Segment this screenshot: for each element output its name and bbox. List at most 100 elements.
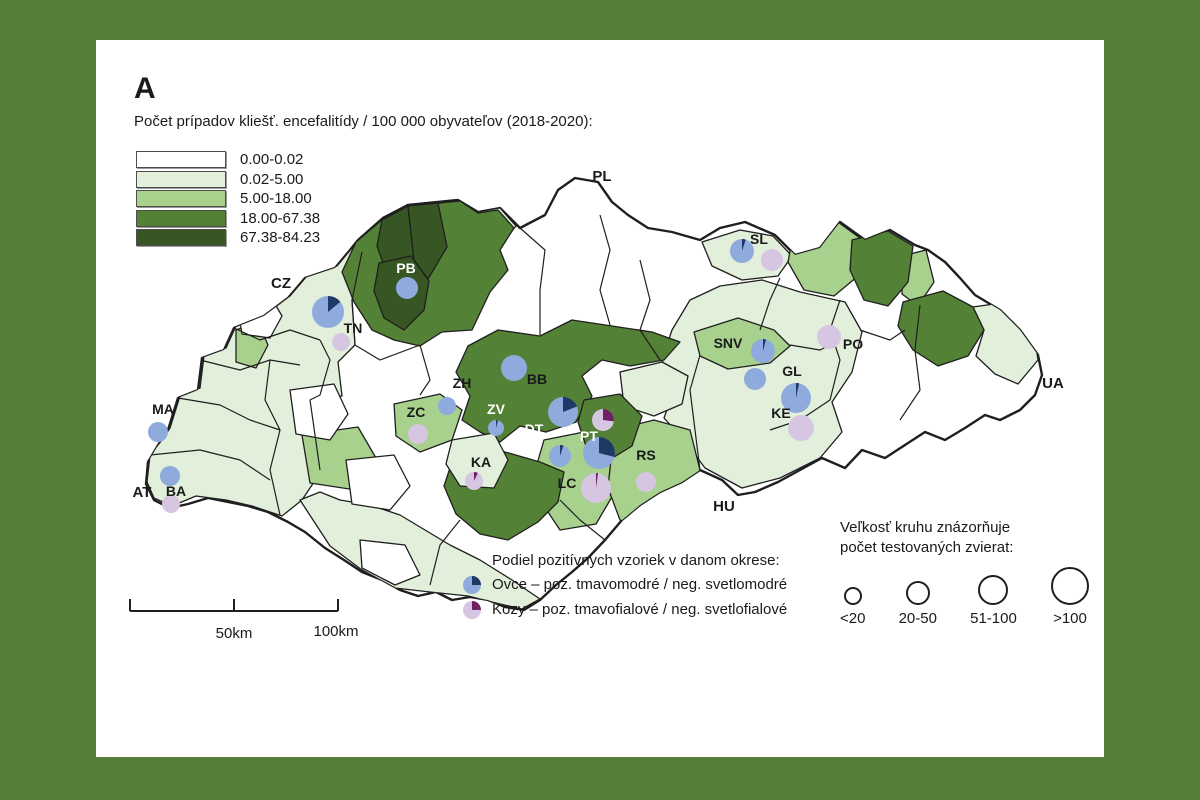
district-label-gl: GL xyxy=(782,363,802,379)
district-label-tn: TN xyxy=(344,320,363,336)
region-darkest-b xyxy=(407,202,448,280)
choropleth-legend-row-0: 0.00-0.02 xyxy=(136,150,320,170)
district-label-ka: KA xyxy=(471,454,491,470)
pie-lc-sheep xyxy=(549,445,571,467)
sheep-pie-glyph xyxy=(463,575,481,594)
region-white-4 xyxy=(359,539,421,586)
region-northeast-dark xyxy=(849,230,914,307)
choropleth-label-4: 67.38-84.23 xyxy=(240,229,321,247)
pie-pb-sheep xyxy=(396,277,418,299)
country-label-pl: PL xyxy=(592,168,611,185)
district-pies xyxy=(148,239,841,513)
choropleth-label-2: 5.00-18.00 xyxy=(240,190,312,208)
size-legend-title-line2: počet testovaných zvierat: xyxy=(840,539,1014,556)
panel-label: A xyxy=(134,72,156,105)
choropleth-legend-row-1: 0.02-5.00 xyxy=(136,170,320,190)
size-circle-2 xyxy=(978,575,1009,605)
district-label-pb: PB xyxy=(396,260,415,276)
pie-zh-sheep xyxy=(438,397,456,415)
size-legend-item-1: 20-50 xyxy=(899,566,937,627)
pie-ma-sheep xyxy=(148,422,168,442)
map-title: Počet prípadov kliešť. encefalitídy / 10… xyxy=(134,113,593,130)
choropleth-swatch-3 xyxy=(136,209,226,227)
district-label-zv: ZV xyxy=(487,401,506,417)
scale-half-label: 50km xyxy=(216,625,253,642)
pie-ka-goat xyxy=(465,472,483,490)
size-circle-0 xyxy=(843,587,862,605)
pie-pt-goat xyxy=(592,409,614,431)
size-label-3: >100 xyxy=(1053,610,1087,627)
choropleth-swatch-0 xyxy=(136,151,226,169)
size-legend-item-3: >100 xyxy=(1050,566,1090,627)
pie-lc-goat xyxy=(581,473,611,503)
country-label-at: AT xyxy=(133,484,152,501)
pie-po-goat xyxy=(817,325,841,349)
district-label-pt: PT xyxy=(580,428,598,444)
pie-sl-sheep xyxy=(730,239,754,263)
country-label-hu: HU xyxy=(713,498,735,515)
pie-ba-goat xyxy=(162,495,180,513)
pie-ke-sheep xyxy=(781,383,811,413)
district-label-snv: SNV xyxy=(714,335,743,351)
choropleth-label-0: 0.00-0.02 xyxy=(240,151,304,169)
pie-rs-goat xyxy=(636,472,656,492)
choropleth-swatch-1 xyxy=(136,170,226,188)
country-label-cz: CZ xyxy=(271,275,291,292)
choropleth-label-3: 18.00-67.38 xyxy=(240,209,321,227)
size-legend-item-2: 51-100 xyxy=(970,566,1017,627)
choropleth-legend-row-2: 5.00-18.00 xyxy=(136,189,320,209)
country-label-ua: UA xyxy=(1042,375,1064,392)
region-white-3 xyxy=(345,454,411,511)
district-label-lc: LC xyxy=(558,475,577,491)
pie-zv-sheep xyxy=(488,420,504,436)
pie-ke-goat xyxy=(788,415,814,441)
pie-pt-sheep xyxy=(583,436,616,469)
goat-pie-glyph xyxy=(463,600,481,619)
scale-full-label: 100km xyxy=(313,623,358,640)
choropleth-legend-row-3: 18.00-67.38 xyxy=(136,209,320,229)
district-label-zh: ZH xyxy=(453,375,472,391)
map-labels: CZ PL UA HU AT MA BA TN PB ZH ZC ZV DT BB KA LC PT RS SNV G… xyxy=(133,168,1064,515)
pie-dt-sheep xyxy=(548,397,578,427)
pie-bb-sheep xyxy=(501,355,527,381)
size-label-1: 20-50 xyxy=(898,610,937,627)
pie-tn-sheep xyxy=(312,296,344,328)
pie-snv-sheep xyxy=(751,339,775,363)
size-label-0: <20 xyxy=(840,610,866,627)
sheep-pie-icon xyxy=(463,575,481,594)
district-label-bb: BB xyxy=(527,371,547,387)
choropleth-legend: 0.00-0.02 0.02-5.00 5.00-18.00 18.00-67.38 6… xyxy=(136,150,320,248)
region-central-mass xyxy=(455,319,681,443)
district-label-rs: RS xyxy=(636,447,655,463)
choropleth-legend-row-4: 67.38-84.23 xyxy=(136,228,320,248)
district-label-sl: SL xyxy=(750,231,768,247)
species-legend-title: Podiel pozitívnych vzoriek v danom okres… xyxy=(492,552,780,569)
scale-bar: 50km 100km xyxy=(129,599,359,642)
region-white-2 xyxy=(289,383,349,441)
choropleth-swatch-2 xyxy=(136,190,226,208)
district-label-dt: DT xyxy=(525,421,544,437)
district-label-zc: ZC xyxy=(407,404,426,420)
size-legend: Veľkosť kruhu znázorňuje počet testovaný… xyxy=(840,518,1090,627)
pie-ba-sheep xyxy=(160,466,180,486)
species-legend-row-sheep: Ovce – poz. tmavomodré / neg. svetlomodr… xyxy=(458,572,818,597)
choropleth-label-1: 0.02-5.00 xyxy=(240,170,304,188)
size-legend-items: <20 20-50 51-100 >100 xyxy=(840,566,1090,627)
choropleth-swatch-4 xyxy=(136,229,226,247)
size-legend-item-0: <20 xyxy=(840,566,865,627)
species-legend-label-goat: Kozy – poz. tmavofialové / neg. svetlofi… xyxy=(492,601,788,618)
district-label-ba: BA xyxy=(166,483,186,499)
goat-pie-icon xyxy=(463,600,481,619)
size-label-2: 51-100 xyxy=(970,610,1017,627)
pie-zc-goat xyxy=(408,424,428,444)
pie-gl-sheep xyxy=(744,368,766,390)
size-legend-title-line1: Veľkosť kruhu znázorňuje xyxy=(840,519,1011,536)
species-legend-label-sheep: Ovce – poz. tmavomodré / neg. svetlomodr… xyxy=(492,576,788,593)
pie-sl-goat xyxy=(761,249,783,271)
size-circle-1 xyxy=(905,581,930,605)
district-label-po: PO xyxy=(843,336,863,352)
pie-tn-goat xyxy=(332,333,350,351)
size-circle-3 xyxy=(1050,567,1089,605)
